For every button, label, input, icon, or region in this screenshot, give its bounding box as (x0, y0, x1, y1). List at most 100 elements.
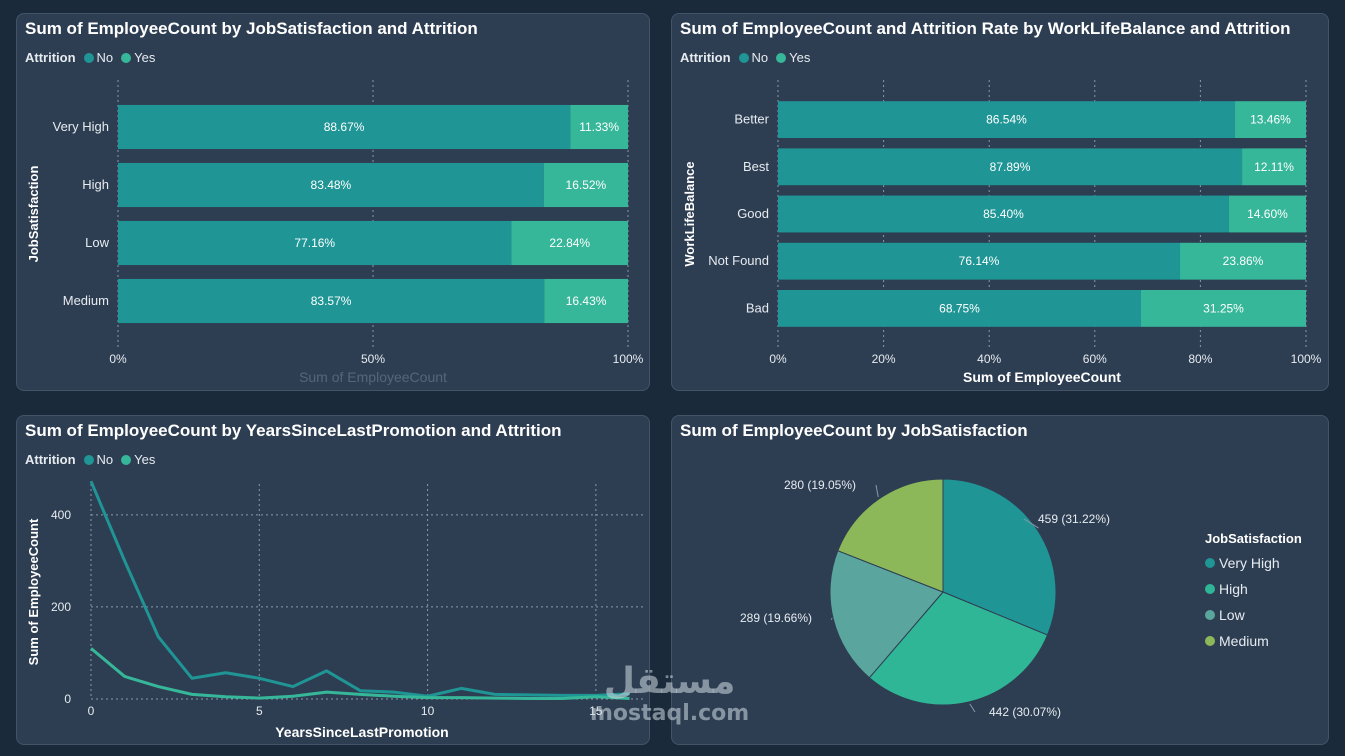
legend-label-yes: Yes (134, 50, 156, 65)
category-label-bad: Bad (746, 300, 769, 315)
pie-data-label-high: 442 (30.07%) (989, 705, 1061, 719)
data-label-no-best: 87.89% (990, 160, 1031, 174)
pie-legend-title: JobSatisfaction (1205, 531, 1302, 546)
y-axis-title: WorkLifeBalance (682, 161, 697, 266)
bar-no-best (778, 148, 1243, 186)
x-tick-label: 20% (872, 352, 896, 366)
promotion-attrition-legend: Attrition No Yes (25, 452, 163, 467)
pie-leader-line (875, 484, 879, 498)
bar-yes-low (511, 220, 628, 266)
x-tick-label: 10 (421, 704, 435, 718)
x-tick-label: 0 (88, 704, 95, 718)
bar-no-medium (118, 278, 545, 324)
bar-yes-best (1242, 148, 1306, 186)
data-label-no-high: 83.48% (311, 178, 352, 192)
pie-legend-label: Medium (1219, 633, 1269, 649)
pie-leader-line (830, 617, 833, 620)
watermark: مستقل mostaql.com (590, 662, 749, 726)
y-tick-label: 400 (51, 508, 71, 522)
data-label-yes-bad: 31.25% (1203, 301, 1244, 315)
legend-dot-very-high (1205, 558, 1215, 568)
pie-legend-item-medium[interactable]: Medium (1205, 633, 1302, 649)
jobsat-pie-title: Sum of EmployeeCount by JobSatisfaction (680, 421, 1028, 440)
y-axis-title: Sum of EmployeeCount (26, 518, 41, 665)
x-tick-label: 0% (769, 352, 787, 366)
data-label-no-bad: 68.75% (939, 301, 980, 315)
legend-dot-low (1205, 610, 1215, 620)
jobsat-pie-panel: Sum of EmployeeCount by JobSatisfaction … (671, 415, 1329, 745)
data-label-no-very-high: 88.67% (324, 120, 365, 134)
bar-no-low (118, 220, 512, 266)
legend-label-no: No (96, 452, 114, 467)
pie-legend-label: High (1219, 581, 1248, 597)
data-label-yes-very-high: 11.33% (579, 120, 619, 134)
category-label-good: Good (737, 206, 769, 221)
x-tick-label: 5 (256, 704, 263, 718)
watermark-url: mostaql.com (590, 701, 750, 726)
legend-label-yes: Yes (789, 50, 811, 65)
pie-slice-very-high (942, 478, 1057, 636)
data-label-yes-best: 12.11% (1254, 160, 1294, 174)
bar-yes-high (543, 162, 628, 208)
legend-item-yes[interactable]: Yes (121, 50, 155, 65)
pie-legend-item-very-high[interactable]: Very High (1205, 555, 1302, 571)
category-label-better: Better (734, 112, 769, 127)
legend-dot-yes (121, 52, 132, 63)
legend-dot-yes (121, 454, 132, 465)
data-label-yes-high: 16.52% (566, 178, 607, 192)
bar-yes-bad (1141, 289, 1306, 327)
legend-item-no[interactable]: No (738, 50, 769, 65)
pie-legend-item-low[interactable]: Low (1205, 607, 1302, 623)
pie-leader-line (1023, 518, 1039, 529)
legend-item-no[interactable]: No (83, 452, 114, 467)
pie-legend-item-high[interactable]: High (1205, 581, 1302, 597)
data-label-no-not-found: 76.14% (959, 254, 1000, 268)
worklife-attrition-panel: Sum of EmployeeCount and Attrition Rate … (671, 13, 1329, 391)
legend-dot-yes (776, 52, 787, 63)
category-label-low: Low (85, 235, 109, 250)
promotion-attrition-chart: 0 200 400 0 5 10 15 Sum of EmployeeCount YearsSi… (26, 480, 643, 740)
bar-no-bad (778, 289, 1141, 327)
series-line-no (89, 480, 630, 698)
legend-item-no[interactable]: No (83, 50, 113, 65)
legend-item-yes[interactable]: Yes (776, 50, 810, 65)
x-tick-label: 80% (1188, 352, 1212, 366)
x-axis-title: Sum of EmployeeCount (963, 369, 1121, 385)
series-line-yes (90, 647, 630, 701)
category-label-not-found: Not Found (708, 253, 769, 268)
promotion-attrition-panel: Sum of EmployeeCount by YearsSinceLastPr… (16, 415, 650, 745)
legend-title: Attrition (25, 50, 76, 65)
bar-no-not-found (778, 242, 1181, 280)
pie-slice-medium (837, 478, 944, 593)
worklife-attrition-chart: 0% 20% 40% 60% 80% 100% Better 86.54% 13.46% Best… (682, 80, 1322, 385)
data-label-no-low: 77.16% (294, 236, 335, 250)
pie-slice-high (868, 591, 1049, 706)
jobsat-attrition-chart: 0% 50% 100% Very High 88.67% 11.33% High 83.48%… (26, 80, 644, 385)
jobsat-attrition-panel: Sum of EmployeeCount by JobSatisfaction … (16, 13, 650, 391)
pie-legend-label: Low (1219, 607, 1245, 623)
legend-title: Attrition (25, 452, 76, 467)
x-tick-label: 15 (589, 704, 603, 718)
worklife-attrition-legend: Attrition No Yes (680, 50, 818, 65)
promotion-attrition-title: Sum of EmployeeCount by YearsSinceLastPr… (25, 421, 562, 440)
bar-no-better (778, 101, 1235, 139)
legend-label-yes: Yes (134, 452, 156, 467)
legend-dot-no (738, 52, 749, 63)
x-tick-label: 100% (1291, 352, 1322, 366)
category-label-medium: Medium (63, 293, 109, 308)
bar-no-high (118, 162, 544, 208)
data-label-no-good: 85.40% (983, 207, 1024, 221)
pie-leader-line (969, 703, 976, 713)
data-label-yes-good: 14.60% (1247, 207, 1288, 221)
legend-item-yes[interactable]: Yes (121, 452, 155, 467)
legend-dot-medium (1205, 636, 1215, 646)
legend-dot-no (83, 454, 94, 465)
legend-label-no: No (751, 50, 769, 65)
data-label-yes-better: 13.46% (1250, 113, 1291, 127)
pie-data-label-medium: 280 (19.05%) (784, 478, 856, 492)
jobsat-pie-chart: 459 (31.22%) 442 (30.07%) 289 (19.66%) 280 … (740, 478, 1110, 719)
watermark-logo: مستقل (603, 661, 736, 702)
data-label-no-better: 86.54% (986, 113, 1027, 127)
jobsat-pie-legend: JobSatisfaction Very High High Low Mediu… (1205, 531, 1302, 659)
jobsat-attrition-legend: Attrition No Yes (25, 50, 163, 65)
